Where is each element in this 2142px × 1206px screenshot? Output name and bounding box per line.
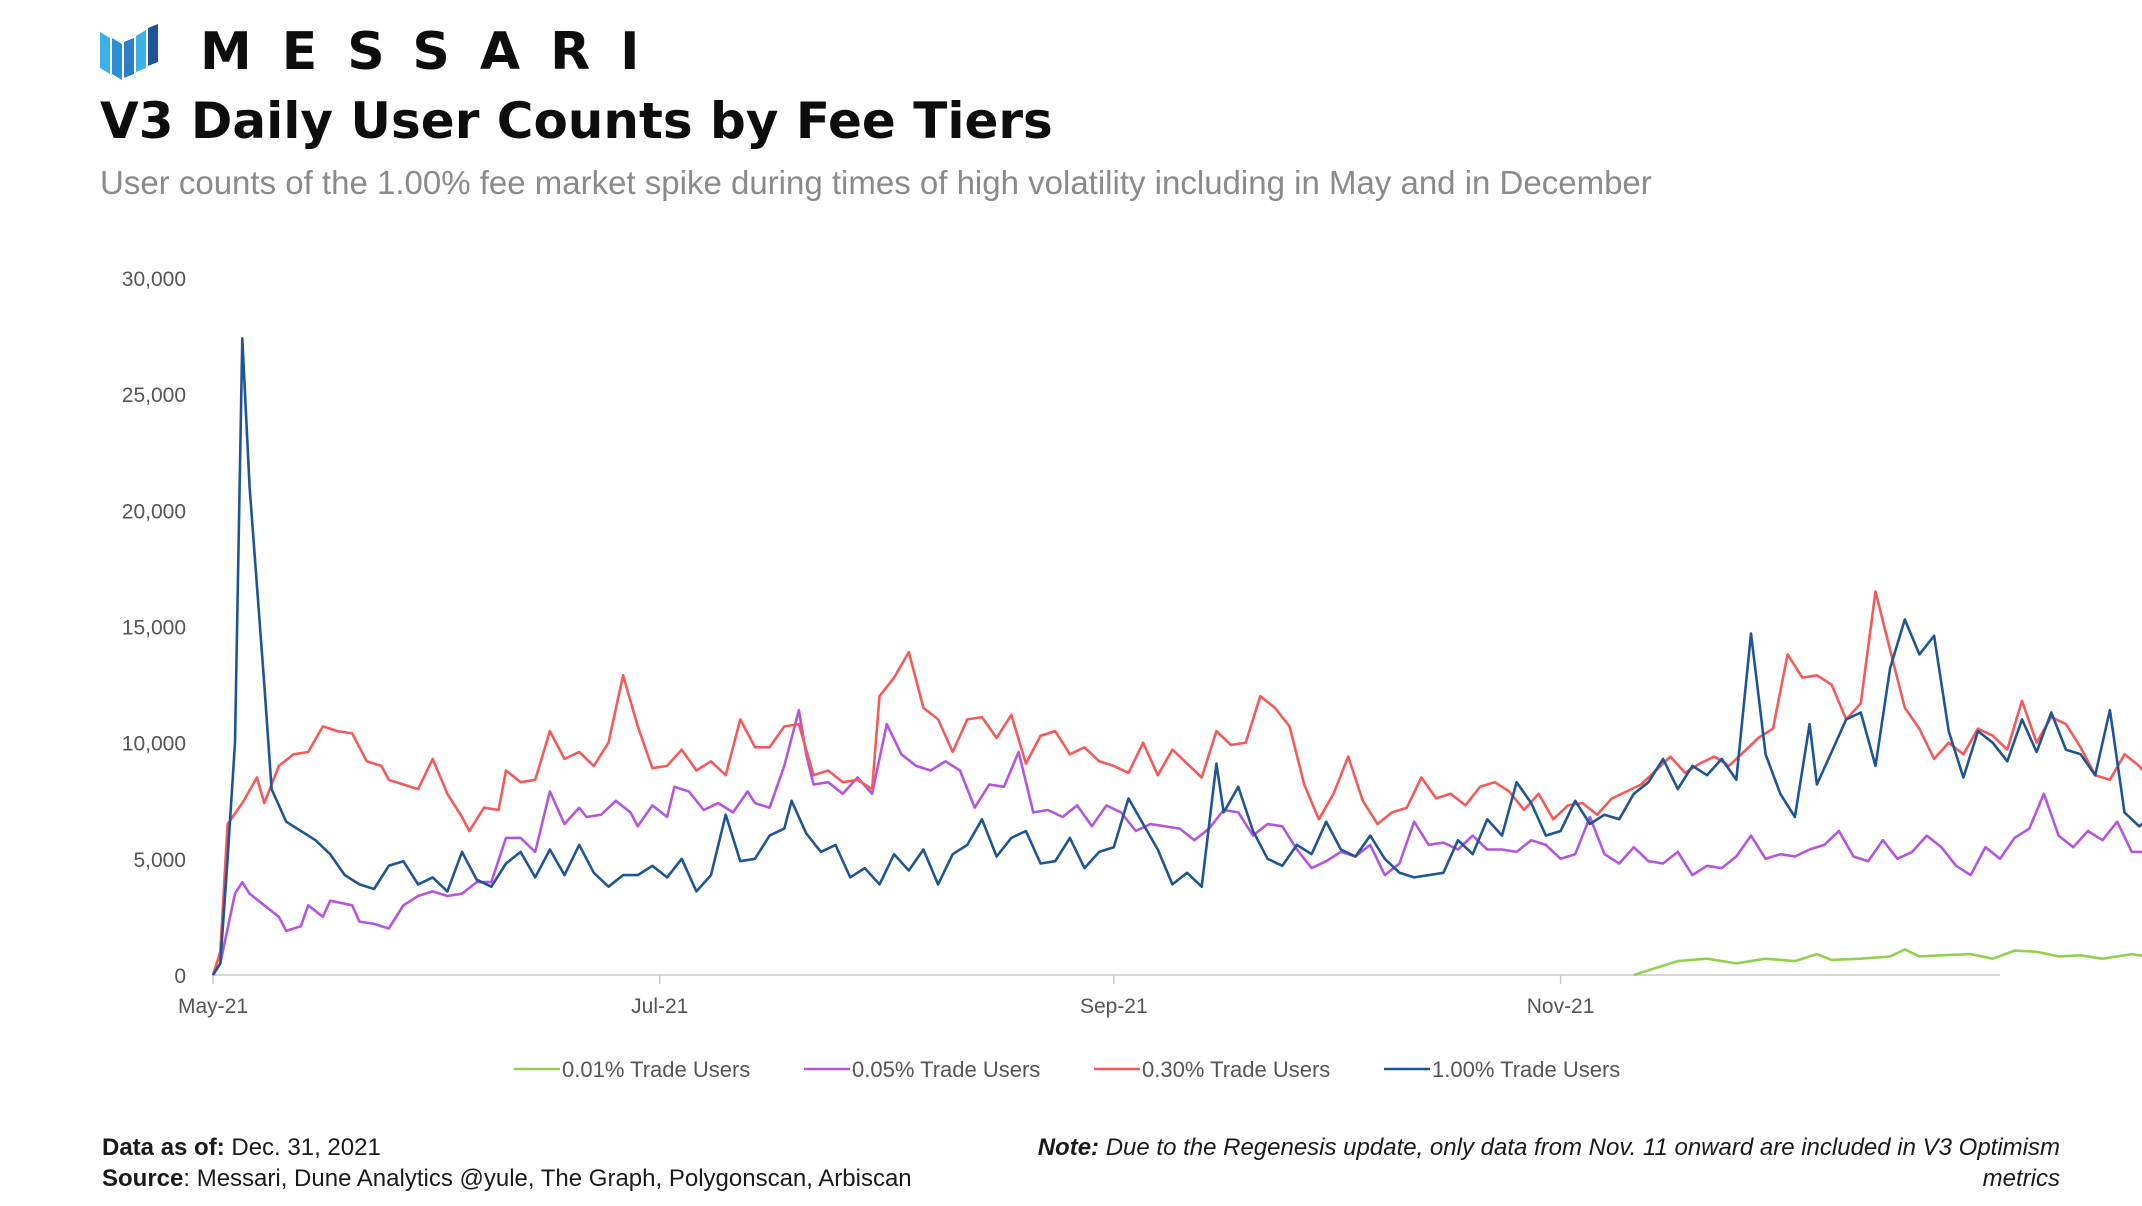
line-chart: 0 5,000 10,000 15,000 20,000 25,000 30,000 May-…	[122, 268, 2142, 1082]
data-as-of-value: Dec. 31, 2021	[231, 1134, 381, 1161]
y-tick-label: 10,000	[122, 733, 186, 756]
data-as-of: Data as of: Dec. 31, 2021	[102, 1132, 912, 1163]
brand: MESSARI	[100, 22, 670, 82]
source-label: Source	[102, 1165, 184, 1192]
x-tick-label: Sep-21	[1080, 995, 1148, 1018]
x-tick-label: May-21	[178, 995, 248, 1018]
series-line	[211, 708, 2142, 976]
x-tick-label: Nov-21	[1527, 995, 1595, 1018]
messari-logo-icon	[100, 24, 158, 80]
note-text: Due to the Regenesis update, only data f…	[1105, 1134, 2060, 1192]
note-label: Note:	[1037, 1134, 1100, 1161]
x-tick-label: Jul-21	[631, 995, 688, 1018]
y-tick-label: 25,000	[122, 384, 186, 407]
y-tick-label: 15,000	[122, 617, 186, 640]
chart-subtitle: User counts of the 1.00% fee market spik…	[100, 164, 1652, 201]
note-block: Note: Due to the Regenesis update, only …	[1000, 1132, 2060, 1194]
legend-label: 0.30% Trade Users	[1142, 1057, 1330, 1082]
chart-title: V3 Daily User Counts by Fee Tiers	[100, 92, 1053, 150]
y-tick-label: 0	[174, 965, 186, 988]
data-as-of-label: Data as of:	[102, 1134, 225, 1161]
y-tick-label: 5,000	[133, 849, 186, 872]
source: Source: Messari, Dune Analytics @yule, T…	[102, 1163, 912, 1194]
source-value: : Messari, Dune Analytics @yule, The Gra…	[183, 1165, 912, 1192]
data-source-block: Data as of: Dec. 31, 2021 Source: Messar…	[102, 1132, 912, 1194]
y-tick-label: 30,000	[122, 268, 186, 291]
brand-name: MESSARI	[200, 22, 670, 82]
series-line	[211, 590, 2142, 976]
series-line	[211, 337, 2142, 976]
series-line	[1633, 948, 2142, 977]
y-tick-label: 20,000	[122, 500, 186, 523]
legend-label: 1.00% Trade Users	[1432, 1057, 1620, 1082]
legend-label: 0.01% Trade Users	[562, 1057, 750, 1082]
legend-label: 0.05% Trade Users	[852, 1057, 1040, 1082]
